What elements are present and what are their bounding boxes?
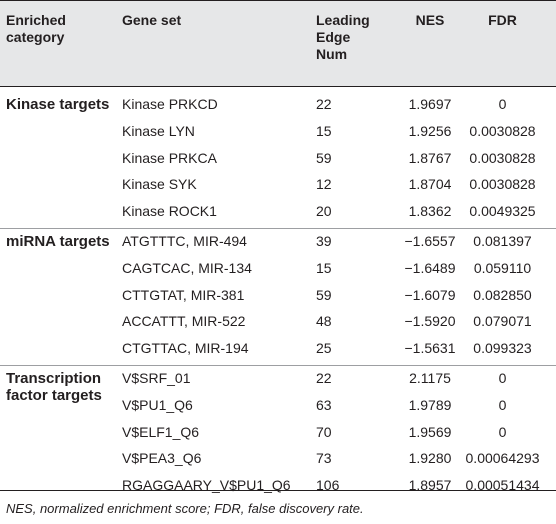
gene-set: Kinase PRKCD	[122, 96, 218, 112]
gene-set: V$ELF1_Q6	[122, 423, 200, 440]
fdr: 0	[498, 423, 507, 440]
nes: 1.8957	[408, 477, 452, 494]
nes: 1.9789	[408, 396, 452, 413]
nes: 1.9280	[408, 450, 452, 467]
header-background	[0, 0, 556, 86]
fdr: 0	[498, 96, 507, 112]
fdr: 0.00051434	[465, 477, 540, 494]
header-rule	[0, 86, 556, 87]
gene-set: CTGTTAC, MIR-194	[122, 340, 249, 357]
leading-edge-num: 73	[316, 450, 332, 467]
category-label: Kinase targets	[6, 96, 110, 113]
fdr: 0	[498, 396, 507, 413]
leading-edge-num: 25	[316, 340, 332, 357]
leading-edge-num: 63	[316, 396, 332, 413]
category-label: Transcription factor targets	[6, 370, 102, 404]
gene-set: Kinase SYK	[122, 176, 197, 193]
leading-edge-num: 22	[316, 370, 332, 386]
leading-edge-header: Leading Edge Num	[316, 12, 370, 62]
leading-edge-num: 70	[316, 423, 332, 440]
fdr: 0.00064293	[465, 450, 540, 467]
leading-edge-num: 59	[316, 286, 332, 303]
leading-edge-num: 59	[316, 149, 332, 166]
nes: 1.8362	[408, 203, 452, 220]
fdr: 0.0030828	[469, 176, 536, 193]
gene-set: RGAGGAARY_V$PU1_Q6	[122, 477, 291, 494]
fdr-header: FDR	[488, 12, 517, 28]
bottom-rule	[0, 490, 556, 491]
leading-edge-num: 20	[316, 203, 332, 220]
category-header: Enriched category	[6, 12, 66, 45]
gene-set: CTTGTAT, MIR-381	[122, 286, 245, 303]
fdr: 0.081397	[473, 233, 532, 249]
top-rule	[0, 0, 556, 1]
fdr: 0.079071	[473, 313, 532, 330]
fdr: 0.0030828	[469, 122, 536, 139]
nes: 1.9569	[408, 423, 452, 440]
group-rule	[0, 365, 556, 366]
nes: −1.5920	[404, 313, 456, 330]
nes: 2.1175	[409, 370, 451, 386]
leading-edge-num: 12	[316, 176, 332, 193]
gene-set: V$PU1_Q6	[122, 396, 193, 413]
nes-header: NES	[415, 12, 445, 28]
nes: 1.8704	[408, 176, 452, 193]
leading-edge-num: 15	[316, 259, 332, 276]
gene-set: ATGTTTC, MIR-494	[122, 233, 247, 249]
fdr: 0.082850	[473, 286, 532, 303]
gene-set: Kinase PRKCA	[122, 149, 217, 166]
gene-set: V$PEA3_Q6	[122, 450, 202, 467]
fdr: 0	[498, 370, 507, 386]
footnote: NES, normalized enrichment score; FDR, f…	[6, 501, 364, 516]
leading-edge-num: 48	[316, 313, 332, 330]
fdr: 0.0030828	[469, 149, 536, 166]
leading-edge-num: 15	[316, 122, 332, 139]
gene-set-header: Gene set	[122, 12, 182, 28]
nes: −1.6079	[404, 286, 456, 303]
fdr: 0.0049325	[469, 203, 536, 220]
nes: 1.9697	[408, 96, 452, 112]
nes: −1.5631	[404, 340, 456, 357]
gene-set: ACCATTT, MIR-522	[122, 313, 246, 330]
category-label: miRNA targets	[6, 233, 110, 250]
nes: −1.6489	[404, 259, 456, 276]
nes: 1.8767	[408, 149, 452, 166]
gene-set: CAGTCAC, MIR-134	[122, 259, 252, 276]
leading-edge-num: 39	[316, 233, 332, 249]
gene-set: Kinase ROCK1	[122, 203, 217, 220]
fdr: 0.099323	[473, 340, 532, 357]
leading-edge-num: 22	[316, 96, 332, 112]
leading-edge-num: 106	[316, 477, 340, 494]
nes: −1.6557	[404, 233, 456, 249]
gene-set: Kinase LYN	[122, 122, 195, 139]
group-rule	[0, 228, 556, 229]
nes: 1.9256	[408, 122, 452, 139]
fdr: 0.059110	[473, 259, 532, 276]
gene-set: V$SRF_01	[122, 370, 191, 386]
